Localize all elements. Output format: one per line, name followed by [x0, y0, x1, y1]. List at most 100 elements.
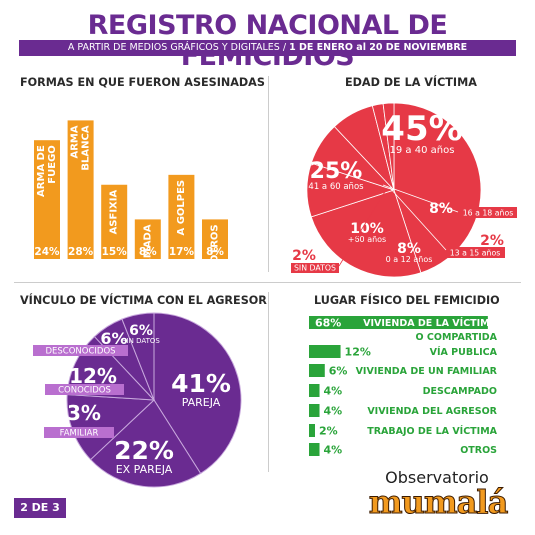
bar-category-label: TRABAJO DE LA VÍCTIMA: [367, 425, 497, 437]
pie-value-label: 25%: [310, 159, 363, 184]
pie-category-label: PAREJA: [182, 396, 221, 409]
bar: [309, 316, 488, 329]
pie-value-label: 8%: [429, 201, 453, 217]
bar-category-label: VIVIENDA DE UN FAMILIAR: [356, 366, 498, 377]
bar-value-label: 15%: [102, 246, 128, 258]
pie-category-label: 0 a 12 años: [386, 255, 433, 264]
bar-category-label: ARMA DE FUEGO: [36, 145, 58, 197]
bar: [168, 174, 195, 259]
bar-value-label: 24%: [34, 246, 60, 258]
bar-value-label: 8%: [206, 246, 224, 258]
pie-slice: [310, 189, 422, 278]
subtitle-bar: A PARTIR DE MEDIOS GRÁFICOS Y DIGITALES …: [19, 40, 516, 56]
bar-category-line: FUEGO: [47, 145, 58, 184]
bar: [67, 120, 94, 260]
pie-category-label: 41 a 60 años: [308, 182, 364, 192]
bar-value-label: 6%: [329, 365, 348, 378]
pie-category-label: EX PAREJA: [116, 463, 173, 476]
pie-category-label: SIN DATOS: [122, 337, 160, 345]
bar: [309, 443, 320, 456]
bar-category-label: ARMA BLANCA: [70, 125, 92, 170]
pie-slice: [393, 102, 482, 274]
chart-2-title: EDAD DE LA VÍCTIMA: [345, 76, 477, 89]
bar-category-label: VIVIENDA DEL AGRESOR: [367, 406, 497, 417]
bar-value-label: 4%: [324, 444, 343, 457]
bar-category-line: OTROS: [210, 224, 221, 263]
bar-category-label: OTROS: [210, 224, 221, 263]
pie-category-label: 19 a 40 años: [390, 145, 455, 156]
bar-category-line: ASFIXIA: [109, 189, 120, 234]
bar-category-line: ARMA DE: [36, 145, 47, 197]
bar-category-label: VIVIENDA DE LA VÍCTIMA O COMPARTIDA: [363, 317, 497, 343]
divider-horizontal: [14, 282, 521, 283]
bar-value-label: 28%: [68, 246, 94, 258]
pie-label-tag: [445, 247, 505, 258]
pie-value-label: 8%: [397, 241, 421, 257]
pie-value-label: 6%: [129, 323, 153, 339]
bar-category-label: OTROS: [460, 445, 497, 456]
bar: [202, 219, 228, 259]
bar-category-line: ARMA: [70, 125, 81, 158]
pie-value-label: 13%: [53, 401, 101, 425]
bar: [309, 364, 325, 377]
leader-line: [389, 187, 447, 251]
pie-category-label: 13 a 15 años: [450, 249, 501, 258]
pie-value-label: 2%: [292, 248, 316, 264]
bar-value-label: 4%: [324, 385, 343, 398]
bar-category-label: QUEMADA: [142, 224, 153, 281]
pie-category-label: DESCONOCIDOS: [45, 347, 115, 357]
logo-mumala: mumalá: [368, 483, 509, 522]
logo-observatorio: Observatorio: [385, 468, 489, 487]
pie-slice: [89, 399, 202, 488]
pie-value-label: 45%: [381, 109, 462, 149]
pie-value-label: 10%: [350, 221, 384, 237]
pie-value-label: 41%: [171, 369, 231, 398]
bar-category-line: A GOLPES: [176, 180, 187, 236]
pie-slice: [121, 312, 155, 401]
bar-category-line: OTROS: [460, 445, 497, 456]
chart-1-title: FORMAS EN QUE FUERON ASESINADAS: [20, 76, 265, 89]
bar-category-line: VIVIENDA DE LA VÍCTIMA: [363, 317, 497, 329]
subtitle-part-2: 1 DE ENERO al 20 DE NOVIEMBRE: [289, 42, 468, 53]
bar-category-line: DESCAMPADO: [423, 386, 497, 397]
bar-value-label: 68%: [315, 317, 341, 330]
leader-line: [338, 189, 387, 267]
bar-value-label: 8%: [139, 246, 157, 258]
bar: [309, 345, 341, 358]
bar-category-line: VIVIENDA DEL AGRESOR: [367, 406, 497, 417]
pie-category-label: 16 a 18 años: [463, 209, 514, 218]
pie-slice: [382, 102, 395, 191]
subtitle-part-1: A PARTIR DE MEDIOS GRÁFICOS Y DIGITALES …: [67, 42, 290, 53]
chart-4-title: LUGAR FÍSICO DEL FEMICIDIO: [314, 294, 500, 307]
bar-value-label: 4%: [324, 405, 343, 418]
pie-label-tag: [33, 345, 128, 356]
pie-category-label: SIN DATOS: [294, 264, 336, 273]
bar: [309, 384, 320, 397]
pie-label-tag: [45, 384, 124, 395]
bar: [34, 140, 60, 259]
pie-value-label: 2%: [480, 233, 504, 249]
divider-vertical-top: [268, 76, 269, 272]
bar: [134, 219, 161, 259]
bar-category-line: VÍA PUBLICA: [430, 346, 498, 358]
pie-category-label: CONOCIDOS: [58, 386, 111, 396]
pie-value-label: 22%: [114, 436, 174, 465]
bar-value-label: 17%: [169, 246, 195, 258]
bar-category-label: ASFIXIA: [109, 189, 120, 234]
bar-category-line: TRABAJO DE LA VÍCTIMA: [367, 425, 497, 437]
pie-label-tag: [291, 263, 339, 273]
bar: [309, 424, 315, 437]
bar-category-line: BLANCA: [81, 125, 92, 170]
page-badge: 2 DE 3: [14, 498, 66, 518]
bar-category-label: DESCAMPADO: [423, 386, 497, 397]
bar-category-label: A GOLPES: [176, 180, 187, 236]
bar-category-line: VIVIENDA DE UN FAMILIAR: [356, 366, 498, 377]
pie-label-tag: [459, 207, 517, 218]
pie-category-label: +60 años: [348, 235, 386, 244]
bar-category-line: O COMPARTIDA: [416, 332, 498, 343]
bar-value-label: 2%: [319, 425, 338, 438]
